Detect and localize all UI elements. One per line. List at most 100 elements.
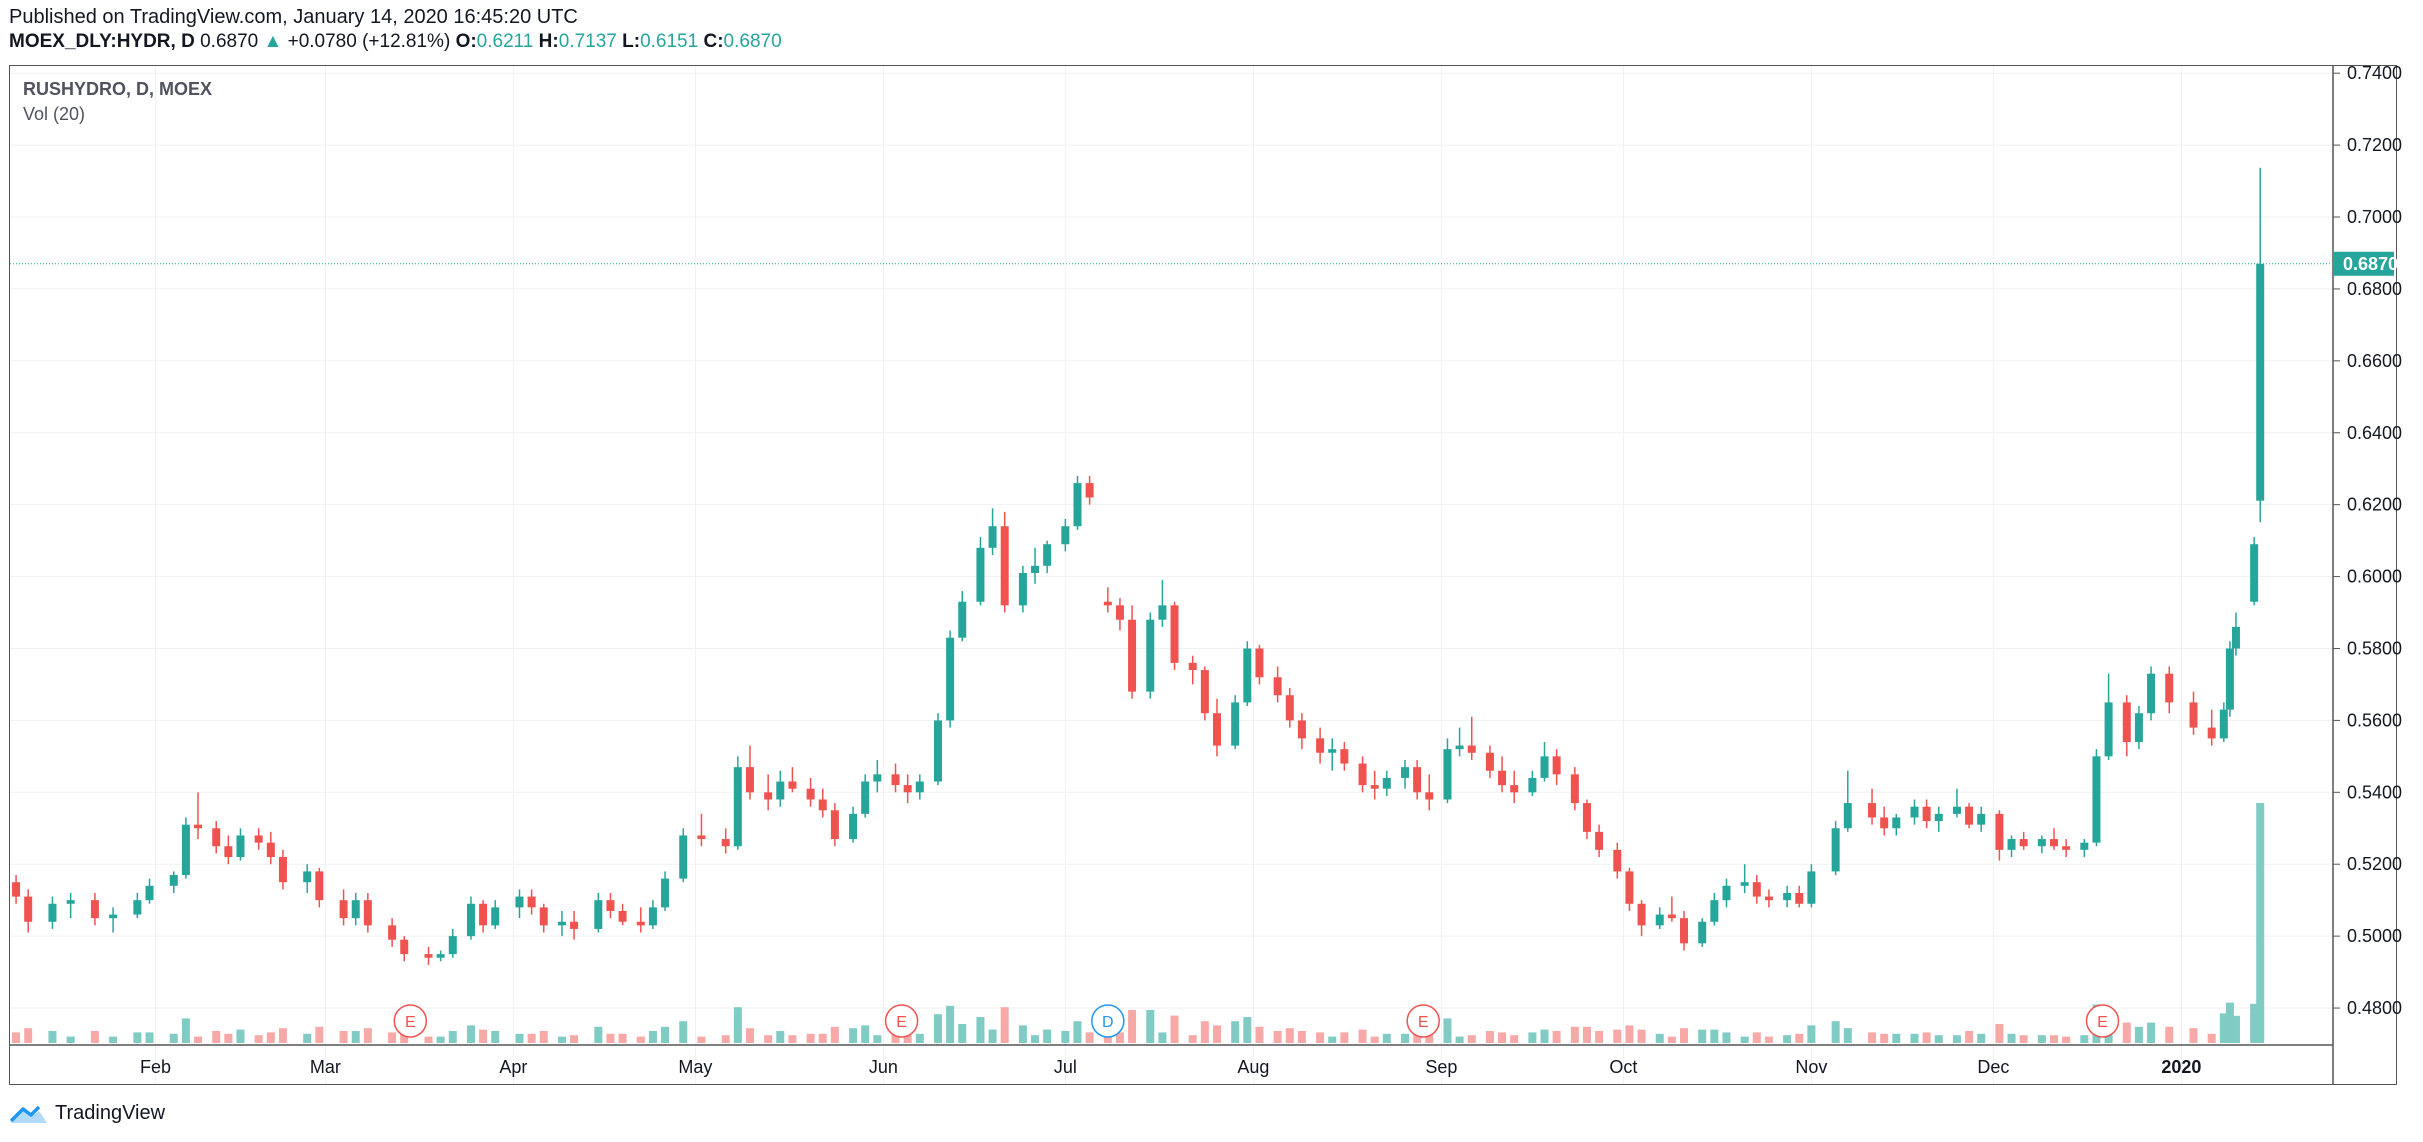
candle-body — [1018, 572, 1027, 606]
earnings-marker-icon — [1406, 1004, 1440, 1038]
x-tick-label: Sep — [1425, 1057, 1457, 1077]
volume-bar — [448, 1031, 457, 1043]
volume-legend[interactable]: Vol (20) — [23, 104, 86, 124]
volume-bar — [1910, 1033, 1919, 1043]
x-tick-label: May — [678, 1057, 712, 1077]
volume-bar — [1200, 1021, 1209, 1043]
volume-bar — [133, 1032, 142, 1043]
candle-body — [169, 875, 178, 886]
volume-bar — [181, 1018, 190, 1043]
volume-bar — [1807, 1025, 1816, 1043]
volume-bar — [1031, 1035, 1040, 1043]
chart-frame[interactable] — [9, 65, 2397, 1085]
candle-body — [1680, 918, 1689, 944]
candle-body — [1831, 828, 1840, 872]
candle-body — [66, 900, 75, 904]
volume-bar — [1892, 1033, 1901, 1043]
volume-bar — [733, 1007, 742, 1043]
candle-body — [648, 907, 657, 926]
volume-bar — [2049, 1035, 2058, 1043]
candle-body — [1498, 770, 1507, 786]
candle-body — [618, 910, 627, 922]
candle-body — [1231, 702, 1240, 746]
candle-body — [1043, 544, 1052, 566]
y-tick-label: 0.4800 — [2347, 998, 2402, 1018]
candle-body — [1103, 601, 1112, 606]
volume-bar — [818, 1033, 827, 1043]
candle-body — [2037, 839, 2046, 847]
volume-bar — [479, 1029, 488, 1043]
volume-bar — [1255, 1026, 1264, 1043]
volume-bar — [1273, 1031, 1282, 1043]
series-legend[interactable]: RUSHYDRO, D, MOEX — [23, 79, 213, 99]
volume-bar — [2147, 1022, 2156, 1043]
event-marker-label: E — [896, 1014, 907, 1031]
volume-bar — [1340, 1032, 1349, 1043]
candle-body — [1570, 774, 1579, 804]
volume-bar — [1498, 1032, 1507, 1043]
candle-body — [946, 637, 955, 721]
volume-bar — [48, 1031, 57, 1043]
volume-bar — [1783, 1035, 1792, 1043]
volume-bar — [1000, 1007, 1009, 1043]
candle-body — [1995, 813, 2004, 850]
volume-bar — [1146, 1010, 1155, 1043]
volume-bar — [2037, 1035, 2046, 1043]
y-tick-label: 0.7000 — [2347, 207, 2402, 227]
candle-body — [1892, 817, 1901, 829]
volume-bar — [90, 1031, 99, 1043]
volume-bar — [1370, 1036, 1379, 1043]
volume-bar — [2007, 1033, 2016, 1043]
tradingview-logo-icon[interactable] — [9, 1101, 49, 1125]
volume-bar — [515, 1033, 524, 1043]
candle-body — [351, 900, 360, 919]
volume-bar — [745, 1028, 754, 1043]
candle-body — [1285, 695, 1294, 721]
volume-bar — [303, 1033, 312, 1043]
candle-body — [515, 896, 524, 908]
candle-body — [988, 526, 997, 548]
high-value: 0.7137 — [558, 31, 617, 52]
last-price: 0.6870 — [200, 31, 259, 52]
x-tick-label: Mar — [310, 1057, 341, 1077]
candle-body — [1740, 882, 1749, 886]
published-note: Published on TradingView.com, January 14… — [9, 6, 578, 28]
volume-bar — [527, 1033, 536, 1043]
volume-bar — [1582, 1026, 1591, 1043]
volume-bar — [557, 1036, 566, 1043]
candle-body — [1710, 900, 1719, 922]
candle-body — [1625, 871, 1634, 904]
symbol-label[interactable]: MOEX_DLY:HYDR, D — [9, 31, 195, 52]
candle-body — [266, 842, 275, 858]
candle-body — [679, 835, 688, 879]
candle-body — [339, 900, 348, 919]
volume-bar — [224, 1033, 233, 1043]
candle-body — [388, 925, 397, 940]
candle-body — [2134, 713, 2143, 742]
earnings-marker-icon — [884, 1004, 919, 1038]
candle-body — [2062, 846, 2071, 850]
candle-body — [400, 939, 409, 955]
y-tick-label: 0.6200 — [2347, 495, 2402, 515]
y-tick-label: 0.5600 — [2347, 710, 2402, 730]
volume-bar — [1922, 1032, 1931, 1043]
candle-body — [849, 813, 858, 840]
candle-body — [1764, 896, 1773, 901]
volume-bar — [1455, 1036, 1464, 1043]
symbol-header: MOEX_DLY:HYDR, D 0.6870 ▲ +0.0780 (+12.8… — [9, 31, 782, 53]
volume-bar — [1316, 1032, 1325, 1043]
candle-body — [2207, 727, 2216, 739]
candle-body — [2225, 648, 2234, 710]
x-tick-label: Nov — [1795, 1057, 1827, 1077]
volume-bar — [1952, 1035, 1961, 1043]
candle-body — [1382, 777, 1391, 789]
volume-bar — [2019, 1035, 2028, 1043]
brand-label[interactable]: TradingView — [55, 1101, 166, 1124]
volume-bar — [1061, 1031, 1070, 1043]
candle-body — [1783, 892, 1792, 901]
volume-bar — [194, 1036, 203, 1043]
candle-body — [1485, 752, 1494, 771]
candle-body — [1977, 813, 1986, 825]
candle-body — [236, 835, 245, 858]
